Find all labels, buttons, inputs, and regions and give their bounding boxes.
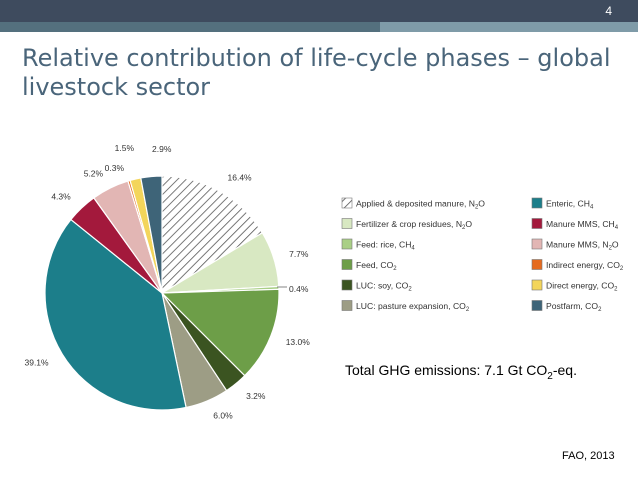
- pie-percent-label: 39.1%: [24, 358, 49, 368]
- legend-swatch: [531, 279, 543, 291]
- pie-percent-label: 3.2%: [246, 391, 266, 401]
- slide-title-line-2: livestock sector: [22, 73, 211, 101]
- chart-legend: Applied & deposited manure, N2O Fertilize…: [341, 197, 624, 313]
- legend-swatch: [531, 300, 543, 311]
- pie-percent-label: 1.5%: [115, 143, 135, 153]
- total-subscript: 2: [547, 370, 553, 382]
- legend-label: Manure MMS, N2O: [546, 240, 619, 252]
- pie-slice: [140, 175, 163, 294]
- pie-slice: [160, 288, 280, 377]
- legend-swatch: [531, 259, 543, 270]
- legend-swatch: [341, 238, 353, 250]
- legend-label: Indirect energy, CO2: [546, 260, 624, 272]
- legend-label: Enteric, CH4: [546, 199, 594, 211]
- pie-percent-label: 16.4%: [228, 172, 253, 182]
- pie-percent-label: 2.9%: [152, 144, 172, 154]
- total-suffix: -eq.: [552, 362, 577, 378]
- pie-slices: [44, 175, 280, 411]
- slide-number: 4: [605, 4, 612, 18]
- legend-swatch: [531, 218, 543, 229]
- legend-swatch: [531, 197, 543, 209]
- legend-label: Feed: rice, CH4: [356, 240, 415, 252]
- legend-label: LUC: pasture expansion, CO2: [356, 301, 470, 313]
- pie-slice: [161, 175, 264, 295]
- legend-swatch: [531, 238, 543, 250]
- pie-percent-labels: 16.4% 7.7% 0.4% 13.0% 3.2% 6.0% 39.1% 4.3% 5.2%0…: [24, 143, 310, 421]
- pie-percent-label: 5.2%: [84, 169, 104, 179]
- pie-percent-label: 13.0%: [286, 337, 311, 347]
- slide-top-bar: [0, 0, 638, 22]
- pie-percent-label: 0.4%: [289, 284, 309, 294]
- total-emissions-note: Total GHG emissions: 7.1 Gt CO2-eq.: [345, 362, 577, 382]
- legend-swatch: [341, 259, 353, 270]
- slide-accent-band: [0, 22, 638, 32]
- slide-title-line-1: Relative contribution of life-cycle phas…: [22, 44, 611, 72]
- legend-label: LUC: soy, CO2: [356, 281, 412, 293]
- legend-swatch: [341, 300, 353, 311]
- pie-percent-label: 6.0%: [213, 411, 233, 421]
- pie-percent-label: 7.7%: [289, 249, 309, 259]
- legend-label: Applied & deposited manure, N2O: [356, 199, 485, 211]
- source-citation: FAO, 2013: [562, 450, 615, 462]
- pie-slice: [44, 218, 187, 411]
- legend-label: Manure MMS, CH4: [546, 219, 619, 231]
- slide-accent-band-light: [380, 22, 638, 32]
- total-prefix: Total GHG emissions: 7.1 Gt CO: [345, 362, 548, 378]
- legend-label: Postfarm, CO2: [546, 301, 602, 313]
- slide-title: Relative contribution of life-cycle phas…: [22, 44, 612, 102]
- legend-label: Fertilizer & crop residues, N2O: [356, 219, 472, 231]
- legend-label: Feed, CO2: [356, 260, 397, 272]
- legend-label: Direct energy, CO2: [546, 281, 618, 293]
- legend-swatch: [341, 279, 353, 291]
- pie-percent-label: 0.3%: [105, 163, 125, 173]
- legend-swatch: [341, 197, 353, 209]
- legend-swatch: [341, 218, 353, 229]
- pie-percent-label: 4.3%: [51, 191, 71, 201]
